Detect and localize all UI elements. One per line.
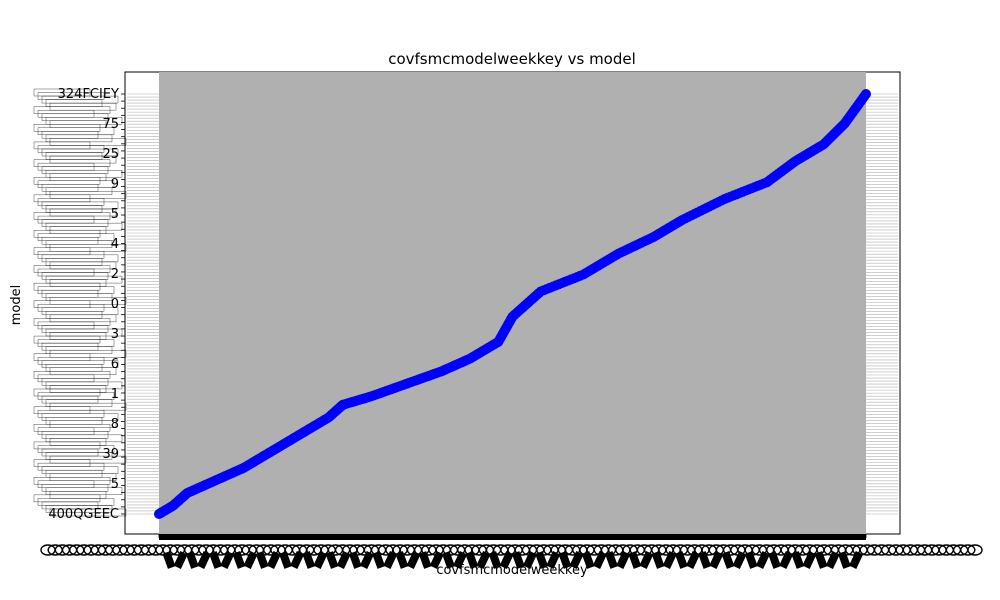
x-label-clutter-dark [302, 551, 316, 569]
x-label-clutter-dark [546, 551, 561, 569]
x-tick-band [159, 534, 866, 540]
x-label-clutter-dark [488, 551, 502, 569]
x-label-clutter-dark [359, 551, 374, 569]
x-label-clutter-dark [779, 551, 794, 569]
x-label-clutter-dark [732, 551, 747, 569]
x-label-clutter-dark [313, 551, 328, 569]
y-tick-label: 39 [102, 447, 119, 462]
x-label-clutter-dark [616, 551, 631, 569]
chart-title: covfsmcmodelweekkey vs model [388, 50, 636, 68]
x-label-clutter-dark [522, 551, 537, 569]
x-label-clutter-dark [755, 551, 770, 569]
x-label-clutter-dark [709, 551, 724, 569]
x-label-clutter-dark [383, 551, 398, 569]
y-tick-label: 6 [111, 357, 119, 372]
x-label-clutter-dark [848, 551, 864, 569]
x-label-clutter-dark [325, 551, 339, 569]
x-label-clutter-dark [685, 551, 700, 569]
y-label-clutter [49, 508, 127, 517]
x-label-clutter-dark [453, 551, 468, 569]
y-tick-label: 0 [111, 297, 119, 312]
x-label-clutter-dark [185, 551, 199, 569]
x-label-clutter-dark [278, 551, 292, 569]
x-label-clutter-dark [814, 551, 828, 569]
x-label-clutter-dark [628, 551, 642, 569]
x-label-clutter-dark [220, 551, 235, 569]
x-label-clutter-dark [569, 551, 584, 569]
y-tick-label: 4 [111, 237, 119, 252]
x-label-clutter-dark [558, 551, 572, 569]
x-label-clutter-dark [418, 551, 432, 569]
x-label-clutter-dark [441, 551, 455, 569]
x-label-clutter-dark [395, 551, 409, 569]
x-label-clutter-dark [511, 551, 525, 569]
x-label-clutter-dark [767, 551, 781, 569]
y-tick-label: 3 [111, 327, 119, 342]
y-tick-label: 25 [102, 147, 119, 162]
y-tick-label: 75 [102, 117, 119, 132]
x-label-clutter-dark [674, 551, 688, 569]
x-label-clutter-dark [243, 551, 258, 569]
x-label-clutter-dark [499, 551, 514, 569]
x-label-clutter-dark [535, 551, 549, 569]
y-tick-label: 2 [111, 267, 119, 282]
x-label-clutter-dark [825, 551, 840, 569]
x-label-clutter-dark [651, 551, 665, 569]
y-tick-label: 5 [111, 477, 119, 492]
x-label-clutter [967, 544, 983, 556]
x-label-clutter-dark [802, 551, 817, 569]
x-label-clutter-dark [639, 551, 654, 569]
y-axis-label: model [9, 285, 24, 325]
x-label-clutter-dark [744, 551, 758, 569]
x-label-clutter-dark [604, 551, 618, 569]
x-label-clutter-dark [429, 551, 444, 569]
y-tick-label: 9 [111, 177, 119, 192]
x-label-clutter-dark [791, 551, 805, 569]
x-label-clutter-dark [721, 551, 735, 569]
x-label-clutter-dark [698, 551, 712, 569]
x-label-clutter-dark [372, 551, 386, 569]
x-label-clutter-dark [592, 551, 607, 569]
x-label-clutter-dark [336, 551, 351, 569]
x-label-clutter-dark [465, 551, 479, 569]
x-label-clutter-dark [266, 551, 281, 569]
x-label-clutter-dark [348, 551, 362, 569]
x-label-clutter-dark [476, 551, 491, 569]
x-label-clutter-dark [209, 551, 223, 569]
x-label-clutter-dark [255, 551, 269, 569]
y-tick-label: 400QGEEC [48, 507, 119, 522]
y-tick-label: 8 [111, 417, 119, 432]
y-tick-label: 5 [111, 207, 119, 222]
x-label-clutter-dark [173, 551, 188, 569]
x-axis-label: covfsmcmodelweekkey [436, 563, 588, 578]
y-tick-label: 324FCIEY [58, 87, 119, 102]
data-point [861, 89, 871, 99]
x-label-clutter-dark [837, 551, 851, 569]
x-label-clutter-dark [162, 551, 176, 569]
x-label-clutter [960, 544, 976, 556]
x-label-clutter-dark [232, 551, 246, 569]
x-label-clutter-dark [196, 551, 211, 569]
x-label-clutter-dark [290, 551, 305, 569]
x-label-clutter-dark [406, 551, 421, 569]
x-label-clutter-dark [662, 551, 677, 569]
x-label-clutter-dark [581, 551, 595, 569]
y-tick-label: 1 [111, 387, 119, 402]
grid-fill [159, 72, 866, 534]
